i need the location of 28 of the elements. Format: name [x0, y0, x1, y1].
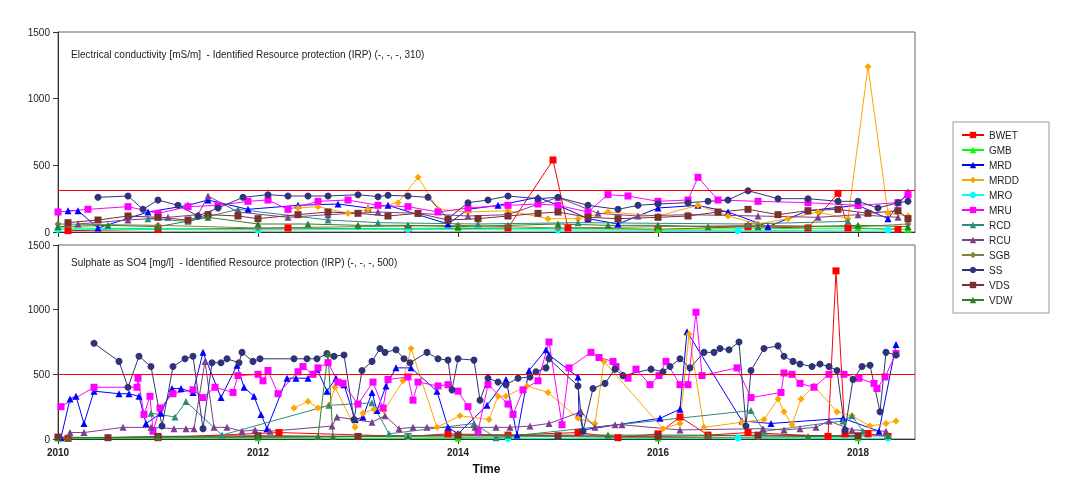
y-tick-label: 0: [44, 433, 51, 445]
legend-label: MRO: [989, 189, 1013, 201]
text: Electrical conductivity [mS/m] - Identified Resource protection (IRP) (-, -, -, 310): [71, 48, 425, 60]
y-tick-label: 1000: [27, 93, 51, 105]
text: Sulphate as SO4 [mg/l] - Identified Resource protection (IRP) (-, -, -, 500): [71, 256, 398, 268]
x-tick-label: 2010: [46, 446, 70, 458]
y-tick-label: 1000: [27, 304, 51, 316]
legend-label: VDS: [989, 279, 1010, 291]
legend-label: MRDD: [989, 174, 1019, 186]
y-tick-label: 1500: [27, 239, 51, 251]
x-tick-label: 2012: [246, 446, 270, 458]
y-tick-label: 500: [33, 368, 51, 380]
legend-label: RCU: [989, 234, 1011, 246]
legend-label: VDW: [989, 294, 1013, 306]
legend-label: BWET: [989, 129, 1018, 141]
legend-label: GMB: [989, 144, 1013, 156]
x-tick-label: 2018: [846, 446, 870, 458]
y-tick-label: 0: [44, 226, 51, 238]
legend-label: SS: [989, 264, 1003, 276]
x-axis-title: Time: [472, 462, 501, 476]
legend-label: MRU: [989, 204, 1012, 216]
y-tick-label: 1500: [27, 26, 51, 38]
y-tick-label: 500: [33, 159, 51, 171]
x-tick-label: 2016: [646, 446, 670, 458]
legend-label: SGB: [989, 249, 1011, 261]
legend-label: MRD: [989, 159, 1012, 171]
x-tick-label: 2014: [446, 446, 470, 458]
legend-label: RCD: [989, 219, 1011, 231]
